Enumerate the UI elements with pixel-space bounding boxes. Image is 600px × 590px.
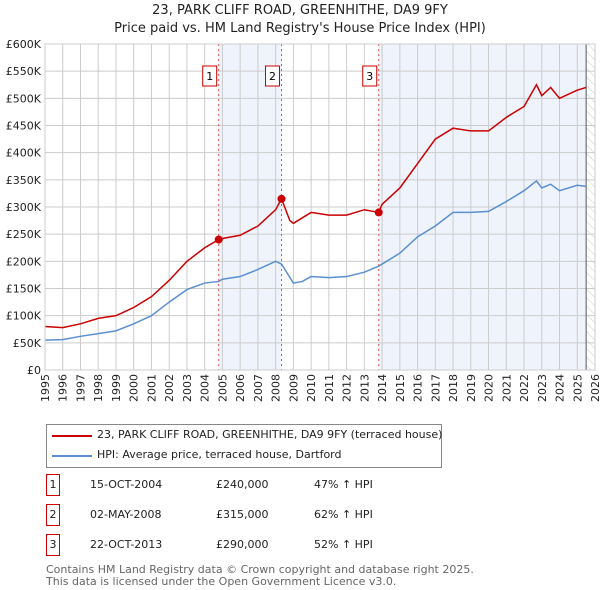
x-tick-label: 2014 (376, 374, 389, 402)
sale-marker-box (265, 65, 280, 87)
y-tick-label: £400K (6, 147, 42, 160)
x-tick-label: 2006 (234, 374, 247, 402)
plot-area: 1995 1996 1997 1998 1999 2000 2001 2002 2003 2004… (6, 38, 600, 402)
x-tick-label: 2010 (305, 374, 318, 402)
x-tick-label: 2025 (571, 374, 584, 402)
x-tick-label: 2013 (358, 374, 371, 402)
plot-border (44, 43, 596, 371)
x-tick-label: 2003 (181, 374, 194, 402)
x-tick-label: 2017 (429, 374, 442, 402)
footer: Contains HM Land Registry data © Crown c… (46, 564, 474, 588)
y-tick-label: £600K (6, 38, 42, 51)
sale-badge: 3 (46, 534, 60, 556)
x-tick-label: 2005 (216, 374, 229, 402)
sale-marker-label: 2 (269, 70, 276, 83)
x-tick-label: 2012 (341, 374, 354, 402)
x-tick-label: 2001 (145, 374, 158, 402)
x-tick-label: 2016 (412, 374, 425, 402)
sale-hpi: 52% ↑ HPI (314, 538, 373, 551)
y-tick-label: £300K (6, 201, 42, 214)
x-tick-label: 2004 (199, 374, 212, 402)
y-tick-label: £0 (27, 364, 41, 377)
sale-marker-label: 3 (366, 70, 373, 83)
sale-price: £240,000 (216, 478, 269, 491)
legend-swatch-property (52, 435, 92, 437)
y-tick-label: £450K (6, 120, 42, 133)
x-tick-label: 1996 (57, 374, 70, 402)
sale-badge: 1 (46, 474, 60, 496)
x-tick-label: 1995 (39, 374, 52, 402)
y-tick-label: £100K (6, 310, 42, 323)
sale-price: £315,000 (216, 508, 269, 521)
x-tick-label: 2021 (500, 374, 513, 402)
x-tick-label: 2022 (518, 374, 531, 402)
sale-marker-box (362, 65, 378, 87)
sale-date: 15-OCT-2004 (90, 478, 163, 491)
x-tick-label: 1997 (74, 374, 87, 402)
x-tick-label: 2011 (323, 374, 336, 402)
x-tick-label: 2023 (536, 374, 549, 402)
chart-title: 23, PARK CLIFF ROAD, GREENHITHE, DA9 9FY (152, 3, 448, 18)
sale-hpi: 62% ↑ HPI (314, 508, 373, 521)
y-tick-label: £350K (6, 174, 42, 187)
sale-marker-box (202, 65, 218, 87)
x-tick-label: 2020 (483, 374, 496, 402)
x-tick-label: 2009 (287, 374, 300, 402)
sale-point (277, 194, 286, 203)
y-tick-label: £200K (6, 255, 42, 268)
sale-date: 02-MAY-2008 (90, 508, 162, 521)
x-tick-label: 2024 (554, 374, 567, 402)
property-price-line (44, 83, 587, 329)
y-tick-label: £250K (6, 228, 42, 241)
hpi-line (44, 179, 587, 341)
y-tick-label: £550K (6, 65, 42, 78)
legend-label-hpi: HPI: Average price, terraced house, Dart… (97, 448, 342, 461)
sale-price: £290,000 (216, 538, 269, 551)
legend-label-property: 23, PARK CLIFF ROAD, GREENHITHE, DA9 9FY… (97, 428, 443, 441)
x-tick-label: 2019 (465, 374, 478, 402)
footer-line2: This data is licensed under the Open Gov… (46, 575, 397, 588)
legend-swatch-hpi (52, 455, 92, 457)
x-tick-label: 2026 (589, 374, 600, 402)
sale-hpi: 47% ↑ HPI (314, 478, 373, 491)
x-tick-label: 2015 (394, 374, 407, 402)
x-tick-label: 1999 (110, 374, 123, 402)
chart-subtitle: Price paid vs. HM Land Registry's House … (114, 21, 486, 36)
y-tick-label: £150K (6, 283, 42, 296)
y-tick-label: £50K (13, 337, 42, 350)
x-tick-label: 1998 (92, 374, 105, 402)
x-tick-label: 2008 (270, 374, 283, 402)
sale-date: 22-OCT-2013 (90, 538, 163, 551)
sale-badge: 2 (46, 504, 60, 526)
y-tick-label: £500K (6, 92, 42, 105)
x-tick-label: 2018 (447, 374, 460, 402)
sale-marker-label: 1 (206, 70, 213, 83)
x-tick-label: 2000 (128, 374, 141, 402)
sale-point (214, 235, 223, 244)
legend: 23, PARK CLIFF ROAD, GREENHITHE, DA9 9FY… (46, 424, 442, 468)
x-tick-label: 2002 (163, 374, 176, 402)
x-tick-label: 2007 (252, 374, 265, 402)
footer-line1: Contains HM Land Registry data © Crown c… (46, 563, 474, 576)
sale-point (374, 208, 383, 217)
